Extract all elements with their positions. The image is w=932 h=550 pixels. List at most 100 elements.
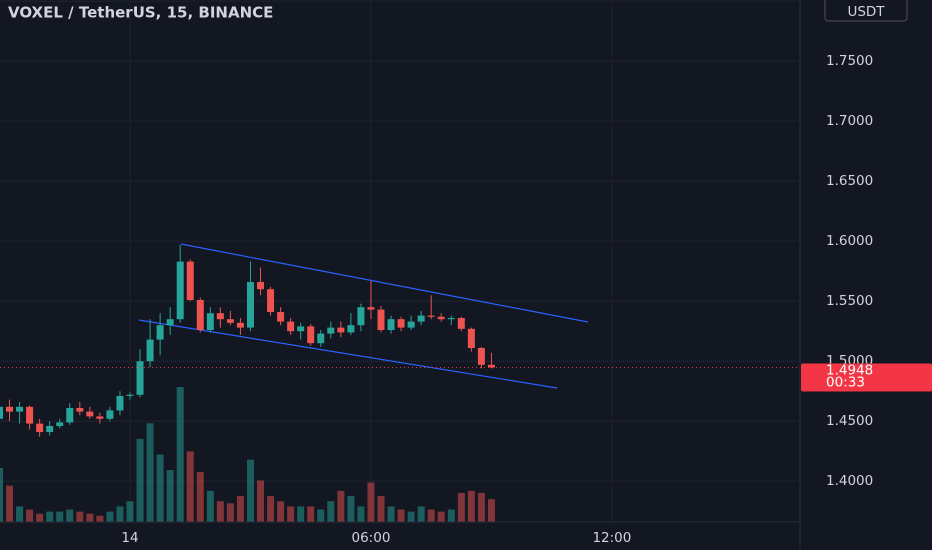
candle-body — [116, 396, 124, 411]
candle-body — [487, 364, 495, 368]
volume-bar — [236, 496, 244, 522]
volume-bar — [437, 511, 445, 522]
last-price-box — [801, 363, 932, 392]
y-tick-label: 1.5500 — [826, 293, 873, 309]
candle-body — [427, 315, 435, 317]
volume-bar — [347, 496, 355, 522]
candle-body — [76, 408, 84, 412]
candle-body — [327, 327, 335, 334]
candle-body — [166, 319, 174, 326]
volume-bar — [0, 468, 3, 522]
candle-body — [337, 327, 345, 333]
volume-bar — [86, 513, 94, 522]
volume-bar — [136, 438, 144, 522]
volume-bar — [166, 470, 174, 522]
candle-body — [86, 411, 94, 417]
candle-layer — [0, 244, 495, 437]
volume-bar — [146, 423, 154, 522]
volume-bar — [417, 506, 425, 522]
candle-body — [96, 416, 104, 419]
volume-bar — [176, 387, 184, 522]
volume-bar — [477, 492, 485, 522]
trend-line — [138, 319, 558, 389]
candle-body — [387, 319, 395, 330]
x-tick-label: 14 — [121, 530, 138, 546]
candle-body — [317, 333, 325, 344]
candle-body — [467, 328, 475, 348]
volume-bar — [327, 501, 335, 522]
x-tick-label: 06:00 — [352, 530, 391, 546]
candle-body — [347, 325, 355, 333]
candle-body — [246, 282, 254, 328]
candle-body — [6, 406, 14, 412]
volume-bar — [397, 509, 405, 522]
candle-body — [257, 282, 265, 290]
y-tick-label: 1.7500 — [826, 53, 873, 69]
y-tick-label: 1.4000 — [826, 473, 873, 489]
volume-bar — [186, 451, 194, 522]
candle-body — [56, 422, 64, 426]
candle-body — [407, 321, 415, 328]
candle-body — [176, 261, 184, 320]
volume-bar — [76, 511, 84, 522]
volume-bar — [6, 485, 14, 522]
candle-body — [136, 361, 144, 395]
volume-layer — [0, 387, 495, 522]
y-tick-label: 1.7000 — [826, 113, 873, 129]
currency-box — [824, 0, 908, 22]
candle-body — [226, 319, 234, 323]
volume-bar — [287, 506, 295, 522]
volume-bar — [26, 509, 34, 522]
chart-title: VOXEL / TetherUS, 15, BINANCE — [8, 4, 273, 22]
volume-bar — [467, 490, 475, 522]
volume-bar — [246, 459, 254, 522]
candle-body — [186, 261, 194, 300]
volume-bar — [377, 496, 385, 522]
volume-bar — [116, 506, 124, 522]
candle-body — [216, 313, 224, 320]
candle-body — [16, 406, 24, 412]
volume-bar — [277, 501, 285, 522]
candle-body — [277, 312, 285, 322]
volume-bar — [357, 506, 365, 522]
volume-bar — [407, 511, 415, 522]
volume-bar — [457, 492, 465, 522]
volume-bar — [297, 506, 305, 522]
candle-body — [156, 325, 164, 340]
countdown-label: 00:33 — [826, 374, 865, 390]
volume-bar — [36, 513, 44, 522]
candle-body — [297, 326, 305, 332]
volume-bar — [487, 499, 495, 522]
volume-bar — [267, 496, 275, 522]
last-price-label: 1.4948 — [826, 362, 873, 378]
candle-body — [66, 408, 74, 423]
grid — [0, 0, 800, 522]
candle-body — [457, 318, 465, 329]
trend-line — [180, 243, 589, 323]
candle-body — [26, 406, 34, 424]
volume-bar — [46, 511, 54, 522]
candle-body — [377, 309, 385, 330]
volume-bar — [56, 511, 64, 522]
volume-bar — [226, 503, 234, 522]
volume-bar — [337, 490, 345, 522]
volume-bar — [427, 509, 435, 522]
candle-body — [287, 321, 295, 332]
volume-bar — [106, 511, 114, 522]
candle-body — [437, 316, 445, 320]
candle-body — [307, 326, 315, 344]
y-tick-label: 1.6500 — [826, 173, 873, 189]
volume-bar — [367, 482, 375, 522]
candle-body — [106, 410, 114, 419]
volume-bar — [156, 454, 164, 522]
candle-body — [206, 313, 214, 330]
candle-body — [447, 318, 455, 320]
volume-bar — [96, 515, 104, 522]
candle-body — [397, 319, 405, 328]
volume-bar — [206, 490, 214, 522]
volume-bar — [66, 509, 74, 522]
